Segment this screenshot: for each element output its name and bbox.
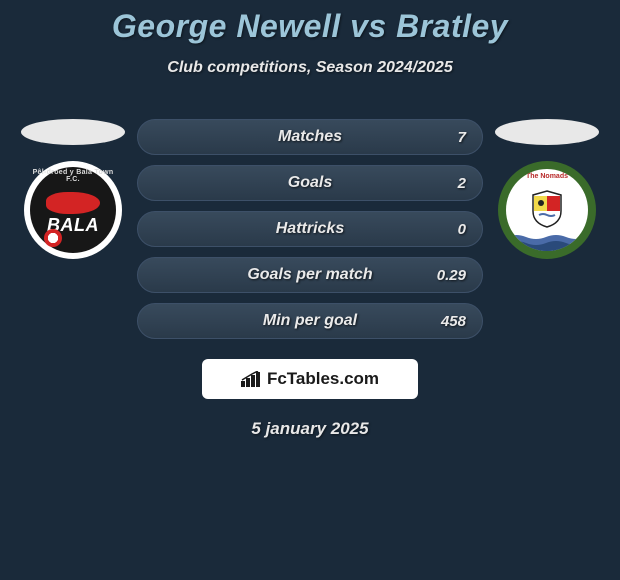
- left-ellipse: [21, 119, 125, 145]
- stats-column: Matches 7 Goals 2 Hattricks 0 Goals per …: [137, 119, 483, 339]
- right-crest: The Nomads: [498, 161, 596, 259]
- stat-label: Matches: [278, 128, 342, 146]
- infographic-container: George Newell vs Bratley Club competitio…: [0, 0, 620, 439]
- left-side: Pêl-droed y Bala Town F.C. BALA: [17, 119, 129, 259]
- brand-text: FcTables.com: [267, 369, 379, 389]
- dragon-icon: [46, 192, 100, 214]
- stat-bar-min-per-goal: Min per goal 458: [137, 303, 483, 339]
- shield-icon: [527, 189, 567, 229]
- subtitle: Club competitions, Season 2024/2025: [0, 59, 620, 77]
- right-ellipse: [495, 119, 599, 145]
- stat-value: 0: [458, 221, 466, 238]
- right-crest-top-text: The Nomads: [526, 173, 568, 180]
- stat-label: Hattricks: [276, 220, 344, 238]
- stat-bar-matches: Matches 7: [137, 119, 483, 155]
- stat-bar-goals: Goals 2: [137, 165, 483, 201]
- stat-bar-goals-per-match: Goals per match 0.29: [137, 257, 483, 293]
- right-side: The Nomads: [491, 119, 603, 259]
- stat-bar-hattricks: Hattricks 0: [137, 211, 483, 247]
- left-crest: Pêl-droed y Bala Town F.C. BALA: [24, 161, 122, 259]
- main-row: Pêl-droed y Bala Town F.C. BALA Matches …: [0, 119, 620, 339]
- right-crest-inner: The Nomads: [506, 169, 588, 251]
- stat-value: 458: [441, 313, 466, 330]
- brand-box[interactable]: FcTables.com: [202, 359, 418, 399]
- stat-label: Min per goal: [263, 312, 357, 330]
- left-crest-ring-text: Pêl-droed y Bala Town F.C.: [30, 169, 116, 183]
- football-icon: [44, 229, 62, 247]
- left-crest-inner: Pêl-droed y Bala Town F.C. BALA: [30, 167, 116, 253]
- stat-label: Goals per match: [247, 266, 372, 284]
- stat-label: Goals: [288, 174, 332, 192]
- page-title: George Newell vs Bratley: [0, 8, 620, 45]
- chart-icon: [241, 371, 263, 387]
- waves-icon: [506, 231, 588, 251]
- stat-value: 0.29: [437, 267, 466, 284]
- stat-value: 2: [458, 175, 466, 192]
- stat-value: 7: [458, 129, 466, 146]
- date-text: 5 january 2025: [0, 419, 620, 439]
